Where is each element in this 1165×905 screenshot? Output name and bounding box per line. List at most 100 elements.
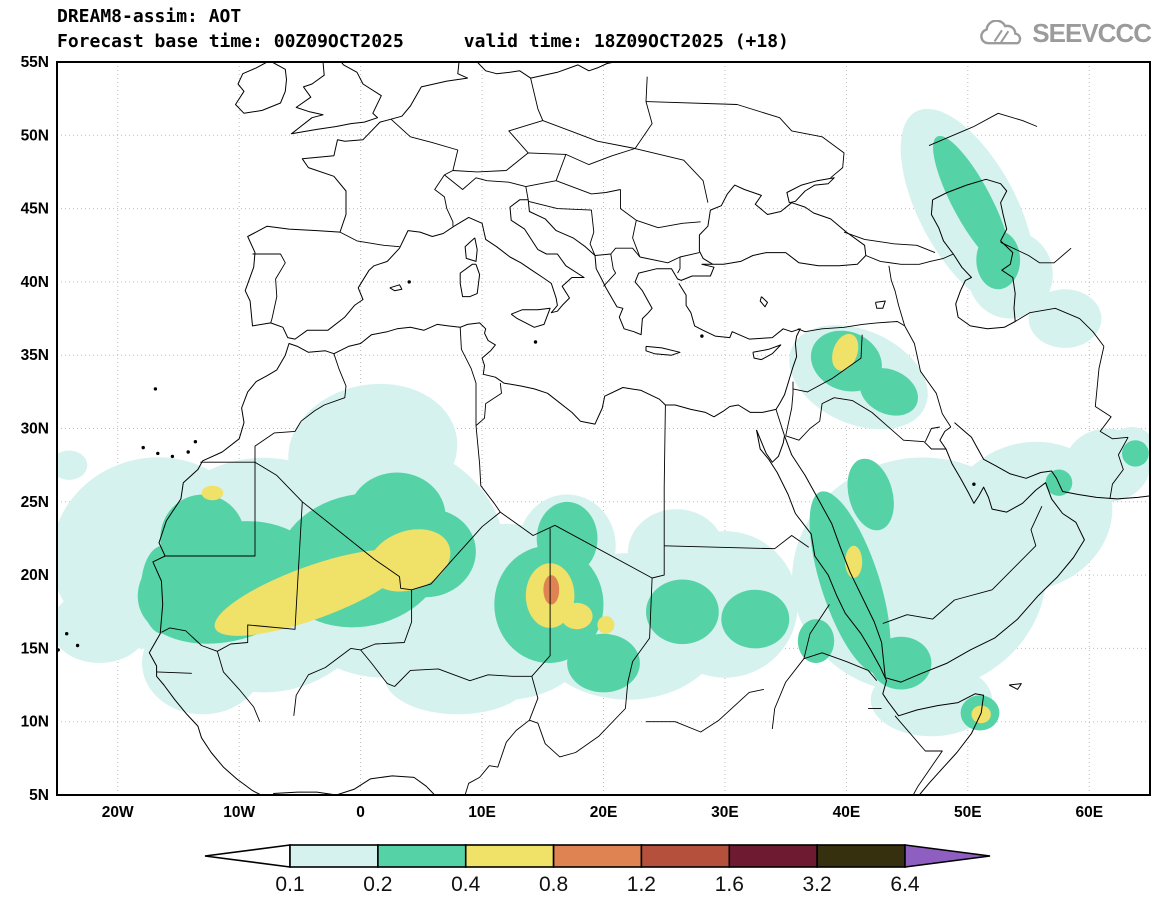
aot-contour-region: [201, 485, 224, 501]
country-border: [254, 353, 347, 463]
forecast-base-time: Forecast base time: 00Z09OCT2025: [57, 31, 404, 52]
country-border: [531, 528, 551, 677]
island-dot: [156, 451, 160, 456]
coastline: [756, 429, 785, 463]
coastline: [244, 62, 715, 340]
country-border: [594, 247, 641, 258]
country-border: [904, 325, 952, 428]
country-border: [339, 231, 400, 248]
island-dot: [193, 440, 198, 444]
country-border: [1094, 346, 1129, 440]
island-dot: [170, 454, 175, 459]
logo-text: SEEVCCC: [1032, 18, 1152, 48]
aot-contour-region: [832, 333, 859, 371]
country-border: [620, 189, 637, 221]
country-border: [542, 120, 636, 149]
lon-tick-label: 0: [356, 804, 365, 821]
chart-title: DREAM8-assim: AOT: [57, 6, 242, 27]
colorbar-tick-label: 3.2: [802, 873, 831, 896]
country-border: [603, 253, 617, 287]
colorbar-arrow-right: [904, 844, 991, 868]
lon-tick-label: 20W: [102, 804, 134, 821]
coastline: [698, 184, 867, 267]
country-border: [894, 715, 943, 795]
aot-contour-region: [971, 705, 991, 724]
country-border: [508, 77, 544, 154]
aot-contour-region: [721, 589, 790, 649]
aot-contour-region: [384, 641, 531, 715]
coastline: [464, 237, 478, 262]
country-border: [252, 253, 286, 324]
country-border: [1000, 241, 1072, 264]
colorbar-segment: [816, 844, 906, 868]
aot-contour-region: [845, 545, 863, 579]
country-border: [771, 658, 805, 730]
coastline: [459, 263, 481, 298]
country-border: [302, 501, 412, 591]
coastline: [930, 178, 1016, 330]
coastline: [784, 426, 1085, 683]
country-border: [254, 461, 303, 503]
island-dot: [186, 450, 190, 454]
aot-contour-region: [1028, 289, 1102, 348]
country-border: [651, 545, 665, 579]
aot-contour-region: [561, 602, 593, 630]
aot-contour-region: [1122, 440, 1149, 467]
country-border: [360, 649, 395, 687]
country-border: [411, 511, 501, 591]
coastline: [756, 429, 985, 795]
country-border: [785, 381, 794, 436]
lon-tick-label: 10W: [223, 804, 255, 821]
coastline: [389, 284, 403, 292]
colorbar-tick-label: 1.6: [715, 873, 744, 896]
aot-contour-region: [57, 589, 149, 663]
country-border: [803, 652, 878, 681]
country-border: [646, 688, 764, 733]
country-border: [882, 589, 993, 624]
country-border: [459, 327, 477, 426]
country-border: [394, 668, 532, 687]
aot-contour-region: [214, 549, 410, 636]
lon-tick-label: 40E: [833, 804, 861, 821]
coastline: [510, 307, 551, 328]
country-border: [831, 334, 863, 380]
lat-tick-label: 5N: [29, 787, 49, 804]
lon-tick-label: 30E: [711, 804, 739, 821]
country-border: [525, 186, 529, 200]
coastline: [273, 775, 436, 795]
aot-contour-region: [368, 529, 451, 592]
lat-tick-label: 20N: [21, 567, 49, 584]
country-border: [475, 425, 501, 513]
aot-contour-region: [536, 501, 598, 576]
island-dot: [65, 632, 69, 636]
aot-contour-region: [543, 575, 560, 605]
lat-tick-label: 50N: [21, 127, 49, 144]
country-border: [632, 220, 641, 258]
country-border: [529, 708, 626, 758]
lon-tick-label: 50E: [954, 804, 982, 821]
country-border: [565, 148, 636, 166]
aot-contour-region: [597, 616, 615, 634]
island-dot: [141, 445, 145, 450]
colorbar-segment: [289, 844, 379, 868]
coastline: [1008, 683, 1022, 690]
chart-subtitle: Forecast base time: 00Z09OCT2025 valid ti…: [57, 31, 789, 52]
colorbar: [204, 844, 991, 868]
country-border: [645, 101, 845, 179]
country-border: [792, 378, 833, 393]
lat-tick-label: 10N: [21, 714, 49, 731]
colorbar-tick-label: 6.4: [890, 873, 920, 896]
country-border: [664, 535, 809, 550]
country-border: [663, 404, 666, 546]
island-dot: [700, 334, 704, 338]
country-border: [555, 180, 621, 195]
colorbar-segment: [640, 844, 731, 868]
country-border: [803, 604, 830, 659]
coastline: [786, 177, 835, 204]
country-border: [991, 506, 1043, 591]
island-dot: [75, 643, 80, 648]
country-border: [834, 397, 946, 450]
aot-contour-region: [646, 579, 719, 645]
